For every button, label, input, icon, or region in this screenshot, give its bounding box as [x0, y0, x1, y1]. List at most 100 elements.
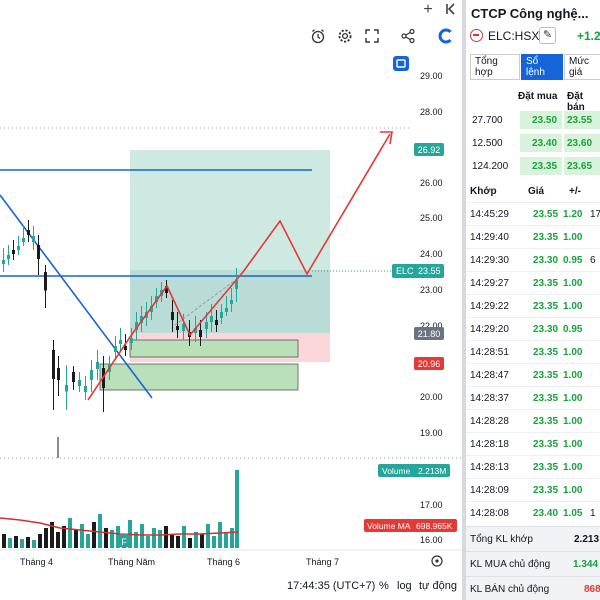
- percent-scale-button[interactable]: %: [379, 580, 389, 592]
- volume-bar: [14, 536, 18, 548]
- fullscreen-icon[interactable]: [362, 26, 382, 46]
- volume-bar: [164, 526, 168, 548]
- match-price: 23.35: [533, 393, 559, 404]
- volume-bar: [68, 518, 72, 548]
- match-price: 23.35: [533, 485, 559, 496]
- last-price-tag: ELC 23.55: [392, 264, 444, 278]
- tv-logo-icon[interactable]: [436, 26, 456, 46]
- match-time: 14:28:37: [470, 393, 509, 404]
- match-price: 23.35: [533, 462, 559, 473]
- orderbook-row[interactable]: 12.500 23.40 23.60: [466, 132, 600, 154]
- price-axis-label: 19.00: [420, 428, 443, 438]
- arrow-left-bar-icon[interactable]: [443, 2, 459, 18]
- plus-icon[interactable]: +: [423, 1, 433, 18]
- candle-body: [44, 272, 47, 291]
- log-scale-button[interactable]: log: [397, 580, 412, 592]
- volume-bar: [32, 540, 36, 548]
- sync-icon[interactable]: [393, 56, 409, 71]
- event-marker-icon[interactable]: F: [117, 534, 131, 548]
- volume-bar: [74, 530, 78, 548]
- candle-body: [32, 236, 35, 242]
- match-row[interactable]: 14:29:22 23.35 1.00: [466, 294, 600, 317]
- edit-pencil-button[interactable]: ✎: [539, 27, 556, 44]
- volume-bar: [92, 522, 96, 548]
- match-change: 1.20: [563, 209, 583, 220]
- match-change: 1.05: [563, 508, 583, 519]
- match-price: 23.35: [533, 439, 559, 450]
- match-change: 1.00: [563, 232, 583, 243]
- volume-bar: [188, 538, 192, 548]
- match-volume: 176: [590, 209, 600, 220]
- match-row[interactable]: 14:28:13 23.35 1.00: [466, 455, 600, 478]
- match-row[interactable]: 14:29:20 23.30 0.95: [466, 317, 600, 340]
- share-icon[interactable]: [398, 26, 418, 46]
- price-chart[interactable]: 29.0028.0027.0026.0025.0024.0023.0022.00…: [0, 50, 462, 573]
- summary-sell-row: KL BÁN chủ động 868: [466, 576, 600, 600]
- match-row[interactable]: 14:28:18 23.35 1.00: [466, 432, 600, 455]
- match-price: 23.40: [533, 508, 559, 519]
- volume-bar: [38, 534, 42, 548]
- match-volume: 6: [590, 255, 596, 266]
- candle-body: [199, 330, 202, 337]
- match-price: 23.35: [533, 301, 559, 312]
- match-row[interactable]: 14:28:47 23.35 1.00: [466, 363, 600, 386]
- tab-order-book[interactable]: Sổ lệnh: [521, 54, 563, 80]
- orderbook-row[interactable]: 27.700 23.50 23.55: [466, 109, 600, 131]
- svg-text:698.965K: 698.965K: [416, 521, 453, 531]
- orderbook-bid: 23.40: [532, 138, 558, 149]
- match-change: 1.00: [563, 393, 583, 404]
- price-axis-label: 29.00: [420, 71, 443, 81]
- volume-ma-line: [0, 517, 239, 536]
- orderbook-row[interactable]: 124.200 23.35 23.65: [466, 155, 600, 177]
- price-axis-label: 20.00: [420, 392, 443, 402]
- volume-bar: [116, 526, 120, 548]
- match-price: 23.35: [533, 347, 559, 358]
- volume-bar: [20, 539, 24, 548]
- match-row[interactable]: 14:28:37 23.35 1.00: [466, 386, 600, 409]
- minus-circle-icon[interactable]: [470, 29, 483, 42]
- price-axis-label: 23.00: [420, 285, 443, 295]
- match-change: 0.95: [563, 324, 583, 335]
- match-row[interactable]: 14:28:09 23.35 1.00: [466, 478, 600, 501]
- match-price: 23.30: [533, 255, 559, 266]
- volume-bar: [98, 514, 102, 548]
- target-price-tag: 26.92: [414, 143, 444, 156]
- match-time: 14:45:29: [470, 209, 509, 220]
- candle-body: [220, 312, 223, 318]
- projection-path: [87, 133, 391, 401]
- match-price: 23.35: [533, 232, 559, 243]
- orderbook-volume: 12.500: [472, 138, 503, 149]
- alarm-clock-icon[interactable]: [308, 26, 328, 46]
- panel-divider[interactable]: [462, 0, 466, 600]
- svg-text:Volume: Volume: [382, 466, 411, 476]
- match-row[interactable]: 14:29:30 23.30 0.95 6: [466, 248, 600, 271]
- time-label: Tháng Năm: [108, 557, 155, 567]
- volume-bars: [2, 437, 239, 548]
- gear-icon[interactable]: [335, 26, 355, 46]
- candle-body: [114, 346, 117, 352]
- match-row[interactable]: 14:29:27 23.35 1.00: [466, 271, 600, 294]
- match-row[interactable]: 14:45:29 23.55 1.20 176: [466, 202, 600, 225]
- volume-bar: [230, 528, 234, 548]
- candle-body: [57, 368, 60, 380]
- volume-bar: [176, 536, 180, 548]
- match-row[interactable]: 14:28:51 23.35 1.00: [466, 340, 600, 363]
- tab-summary[interactable]: Tổng hợp: [470, 54, 520, 80]
- candle-body: [22, 238, 25, 242]
- go-to-date-icon[interactable]: [431, 555, 443, 567]
- downtrend-line: [0, 194, 153, 399]
- volume-bar: [44, 528, 48, 548]
- match-row[interactable]: 14:29:40 23.35 1.00: [466, 225, 600, 248]
- match-change: 1.00: [563, 439, 583, 450]
- tab-price-levels[interactable]: Mức giá: [564, 54, 600, 80]
- auto-scale-button[interactable]: tự động: [419, 580, 457, 592]
- match-row[interactable]: 14:28:08 23.40 1.05 1: [466, 501, 600, 524]
- match-row[interactable]: 14:28:28 23.35 1.00: [466, 409, 600, 432]
- order-panel: CTCP Công nghệ... ELC:HSX ✎ +1.20 Tổng h…: [466, 0, 600, 600]
- volume-bar: [170, 534, 174, 548]
- volume-bar: [140, 524, 144, 548]
- time-label: Tháng 4: [20, 557, 53, 567]
- ticker-code[interactable]: ELC:HSX: [488, 29, 540, 43]
- candle-body: [124, 346, 127, 350]
